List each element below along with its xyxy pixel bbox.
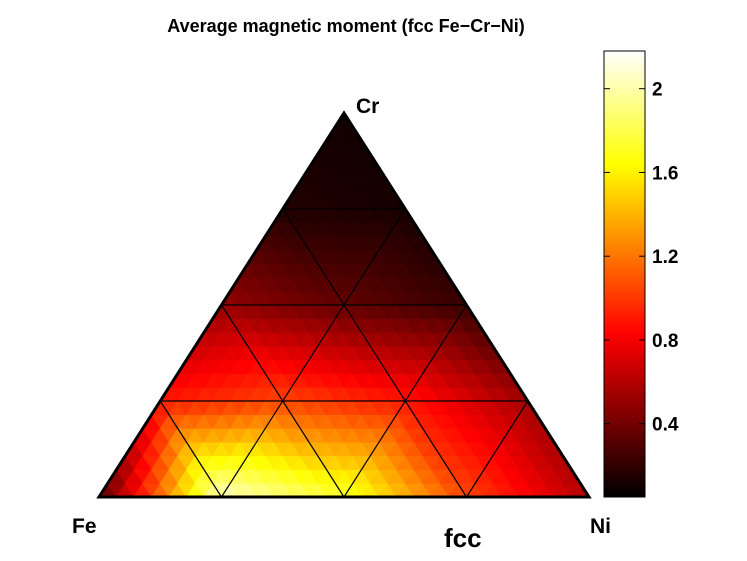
grid-line bbox=[465, 400, 529, 498]
colorbar-tick-label: 0.8 bbox=[652, 331, 678, 352]
grid-line bbox=[343, 304, 468, 498]
colorbar-tick-label: 2 bbox=[652, 80, 663, 101]
vertex-label-ni: Ni bbox=[590, 515, 611, 538]
grid-line bbox=[220, 304, 345, 498]
colorbar bbox=[603, 50, 646, 498]
colorbar-tick-label: 1.2 bbox=[652, 247, 678, 268]
colorbar-tick-label: 1.6 bbox=[652, 163, 678, 184]
ternary-outline bbox=[96, 110, 592, 499]
grid-line bbox=[220, 208, 406, 498]
vertex-label-cr: Cr bbox=[356, 95, 379, 118]
chart-title: Average magnetic moment (fcc Fe−Cr−Ni) bbox=[167, 16, 524, 36]
ternary-gridlines bbox=[159, 208, 529, 498]
ternary-field bbox=[99, 113, 589, 497]
vertex-label-fe: Fe bbox=[72, 515, 97, 538]
colorbar-tick-label: 0.4 bbox=[652, 415, 679, 436]
colorbar-ticks: 0.4 0.8 1.2 1.6 2 bbox=[604, 80, 679, 436]
phase-label: fcc bbox=[444, 523, 482, 553]
grid-line bbox=[282, 208, 468, 498]
grid-line bbox=[159, 400, 223, 498]
